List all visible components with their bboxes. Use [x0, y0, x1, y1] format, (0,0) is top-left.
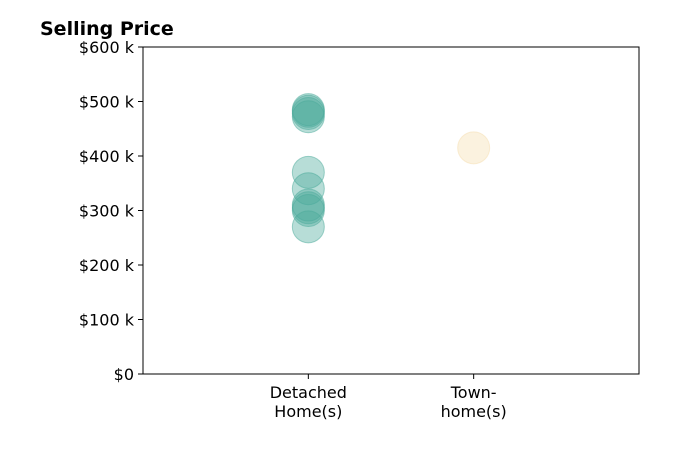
y-tick-label: $400 k	[79, 147, 135, 166]
y-axis: $0 $100 k $200 k $300 k $400 k $500 k $600 k	[79, 38, 143, 384]
x-tick-label: Detached Home(s)	[270, 383, 347, 421]
x-tick-label: Town-home(s)	[441, 383, 507, 421]
y-tick-label: $600 k	[79, 38, 135, 57]
y-tick-label: $500 k	[79, 93, 135, 112]
data-point	[291, 210, 325, 244]
plot-frame	[142, 46, 640, 375]
y-tick-label: $300 k	[79, 202, 135, 221]
y-tick-label: $0	[114, 365, 134, 384]
data-points	[291, 93, 491, 244]
x-axis: Detached Home(s) Town-home(s)	[270, 374, 507, 421]
y-tick-label: $200 k	[79, 256, 135, 275]
data-point	[457, 131, 491, 165]
data-point	[291, 100, 325, 134]
y-tick-label: $100 k	[79, 311, 135, 330]
chart-title: Selling Price	[40, 18, 174, 40]
